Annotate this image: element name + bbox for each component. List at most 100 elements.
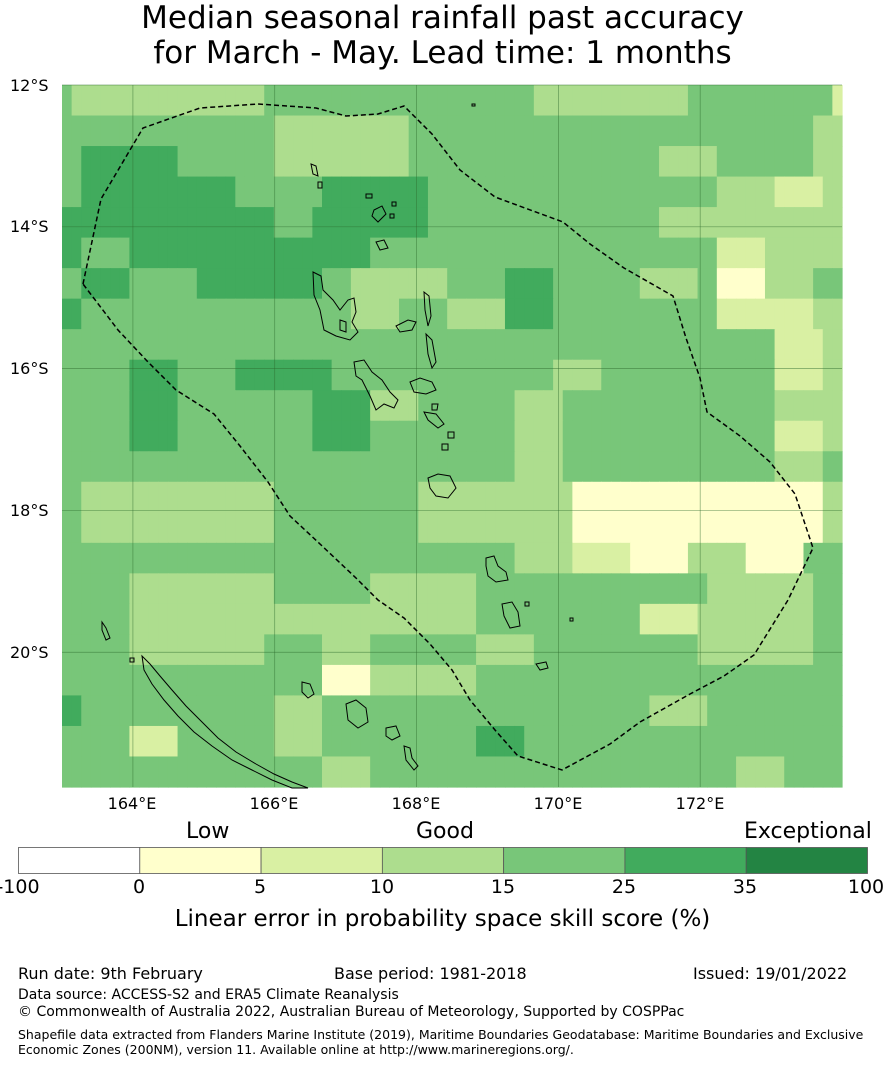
skill-cell — [447, 298, 458, 330]
skill-cell — [755, 359, 766, 391]
skill-cell — [283, 451, 294, 483]
island-banks-3 — [375, 239, 389, 251]
skill-cell — [302, 725, 313, 758]
skill-cell — [119, 664, 131, 697]
skill-cell — [591, 268, 602, 300]
skill-cell — [244, 481, 256, 513]
skill-cell — [456, 329, 468, 361]
skill-cell — [322, 207, 333, 239]
skill-cell — [716, 512, 728, 544]
skill-cell — [524, 725, 535, 758]
skill-cell — [572, 85, 583, 117]
skill-cell — [726, 207, 737, 239]
skill-cell — [235, 420, 246, 452]
skill-cell — [697, 756, 708, 788]
skill-cell — [562, 329, 573, 361]
skill-cell — [813, 603, 824, 635]
skill-cell — [736, 725, 747, 758]
skill-cell — [187, 176, 198, 208]
skill-cell — [803, 298, 814, 330]
skill-cell — [177, 573, 188, 605]
skill-cell — [716, 268, 728, 300]
skill-cell — [793, 573, 805, 605]
skill-cell — [793, 268, 805, 300]
skill-cell — [110, 481, 121, 513]
skill-cell — [687, 603, 699, 635]
skill-cell — [350, 664, 362, 697]
skill-cell — [736, 390, 747, 422]
skill-cell — [736, 634, 747, 666]
skill-cell — [437, 695, 448, 727]
skill-cell — [408, 176, 419, 208]
skill-cell — [158, 85, 169, 117]
skill-cell — [736, 237, 747, 269]
skill-cell — [745, 451, 756, 483]
island-epi — [423, 411, 445, 429]
skill-cell — [360, 268, 371, 300]
lat-tick-12s: 12°S — [10, 76, 49, 95]
colorbar-tick: 10 — [369, 876, 395, 898]
skill-cell — [312, 695, 323, 727]
skill-cell — [437, 756, 448, 788]
skill-cell — [216, 603, 227, 635]
skill-cell — [158, 359, 169, 391]
skill-cell — [630, 359, 641, 391]
skill-cell — [379, 298, 391, 330]
skill-cell — [659, 451, 670, 483]
skill-cell — [62, 207, 73, 239]
skill-cell — [610, 176, 622, 208]
skill-cell — [100, 542, 111, 574]
skill-cell — [437, 573, 448, 605]
skill-cell — [784, 695, 795, 727]
skill-cell — [399, 573, 410, 605]
skill-cell — [649, 420, 660, 452]
skill-cell — [100, 329, 111, 361]
skill-cell — [139, 695, 150, 727]
skill-cell — [610, 542, 622, 574]
island-ouvea — [301, 681, 315, 699]
skill-cell — [293, 603, 304, 635]
skill-cell — [302, 512, 313, 544]
skill-cell — [312, 573, 323, 605]
skill-cell — [832, 298, 843, 330]
skill-cell — [707, 542, 718, 574]
skill-cell — [322, 603, 333, 635]
skill-cell — [437, 237, 448, 269]
skill-cell — [148, 756, 159, 788]
skill-cell — [158, 542, 169, 574]
skill-cell — [832, 573, 843, 605]
skill-cell — [707, 573, 718, 605]
skill-cell — [389, 420, 400, 452]
skill-cell — [562, 756, 573, 788]
skill-cell — [341, 420, 352, 452]
skill-cell — [524, 390, 535, 422]
skill-cell — [764, 512, 776, 544]
skill-cell — [139, 451, 150, 483]
skill-cell — [543, 481, 554, 513]
skill-cell — [687, 176, 699, 208]
skill-cell — [264, 695, 275, 727]
colorbar-tick: 25 — [611, 876, 637, 898]
skill-cell — [582, 512, 593, 544]
island-ambae — [395, 319, 417, 333]
skill-cell — [726, 298, 737, 330]
skill-cell — [167, 176, 179, 208]
skill-cell — [668, 268, 679, 300]
skill-cell — [341, 298, 352, 330]
skill-cell — [707, 481, 718, 513]
skill-cell — [427, 115, 439, 147]
skill-cell — [562, 207, 573, 239]
skill-cell — [225, 85, 236, 117]
skill-cell — [148, 542, 159, 574]
skill-cell — [62, 634, 73, 666]
skill-cell — [639, 542, 651, 574]
skill-cell — [119, 420, 131, 452]
skill-cell — [774, 634, 785, 666]
skill-cell — [254, 756, 265, 788]
skill-cell — [235, 451, 246, 483]
skill-cell — [206, 85, 217, 117]
skill-cell — [774, 115, 785, 147]
skill-cell — [649, 512, 660, 544]
skill-cell — [514, 756, 525, 788]
skill-cell — [293, 634, 304, 666]
